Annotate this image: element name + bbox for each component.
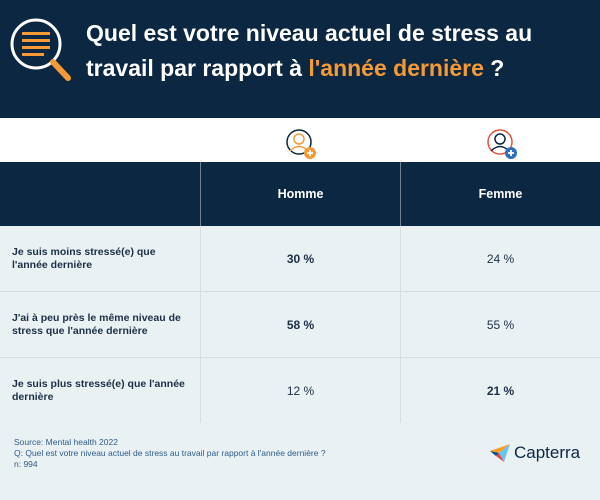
capterra-logo-icon	[490, 444, 510, 462]
stress-table: Homme Femme Je suis moins stressé(e) que…	[0, 162, 600, 424]
page-title: Quel est votre niveau actuel de stress a…	[86, 20, 533, 81]
column-header-homme: Homme	[200, 162, 400, 226]
row-label: Je suis plus stressé(e) que l'année dern…	[0, 358, 200, 423]
source-note: Source: Mental health 2022 Q: Quel est v…	[14, 437, 326, 470]
table-row: Je suis plus stressé(e) que l'année dern…	[0, 358, 600, 424]
magnifier-document-icon	[10, 18, 71, 81]
header-banner: Quel est votre niveau actuel de stress a…	[0, 0, 600, 118]
cell-homme: 58 %	[200, 292, 400, 357]
gender-icon-row	[0, 118, 600, 162]
table-row: Je suis moins stressé(e) que l'année der…	[0, 226, 600, 292]
cell-homme: 12 %	[200, 358, 400, 423]
title-highlight: l'année dernière	[308, 55, 484, 81]
source-line: Source: Mental health 2022	[14, 437, 118, 447]
column-header-femme: Femme	[400, 162, 600, 226]
question-line: Q: Quel est votre niveau actuel de stres…	[14, 448, 326, 458]
table-row: J'ai à peu près le même niveau de stress…	[0, 292, 600, 358]
footer: Source: Mental health 2022 Q: Quel est v…	[0, 423, 600, 500]
cell-femme: 21 %	[400, 358, 600, 423]
brand-name: Capterra	[514, 443, 581, 462]
male-avatar-plus-icon	[286, 129, 316, 159]
cell-femme: 24 %	[400, 226, 600, 291]
table-header-row: Homme Femme	[0, 162, 600, 226]
cell-homme: 30 %	[200, 226, 400, 291]
row-label: Je suis moins stressé(e) que l'année der…	[0, 226, 200, 291]
female-avatar-plus-icon	[487, 129, 517, 159]
sample-line: n: 994	[14, 459, 38, 469]
header-empty-cell	[0, 162, 200, 226]
capterra-logo: Capterra	[490, 441, 590, 465]
row-label: J'ai à peu près le même niveau de stress…	[0, 292, 200, 357]
cell-femme: 55 %	[400, 292, 600, 357]
